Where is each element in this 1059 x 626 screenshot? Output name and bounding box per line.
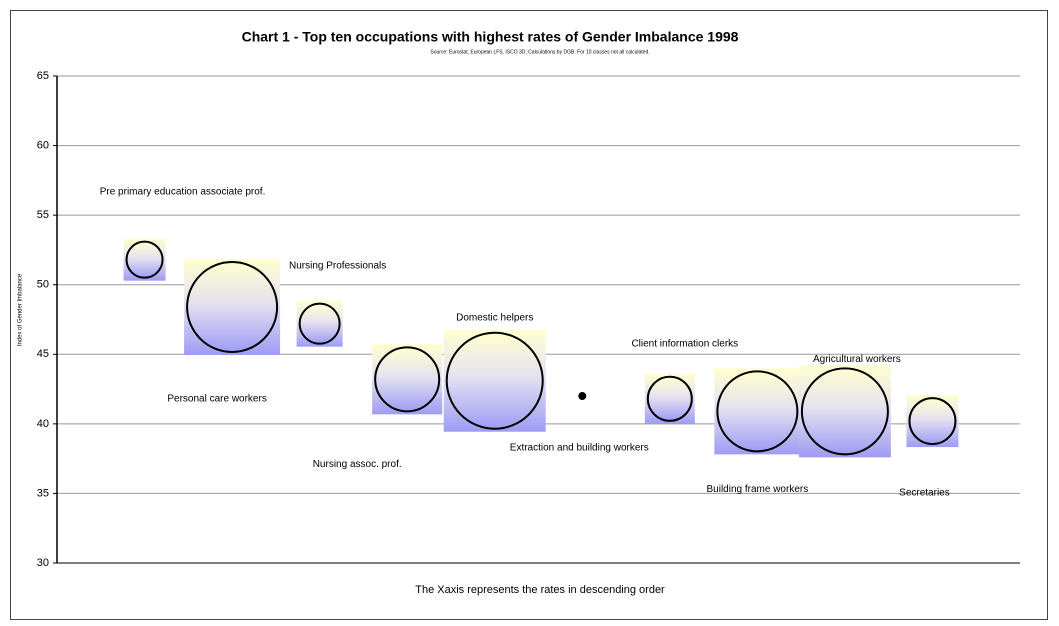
chart-frame [10,10,1048,620]
bubble-label: Agricultural workers [813,354,901,365]
bubble [298,302,341,345]
bubble-label: Personal care workers [167,394,266,405]
y-tick-label: 30 [37,557,49,569]
bubble [578,392,587,401]
y-tick-label: 55 [37,209,49,221]
y-tick-label: 65 [37,70,49,82]
bubble-label: Secretaries [899,488,950,499]
bubble [374,346,441,413]
bubble [800,367,889,456]
y-tick-label: 45 [37,348,49,360]
bubble-label: Pre primary education associate prof. [100,186,266,197]
bubble [445,331,544,430]
bubble [716,370,799,453]
chart-title: Chart 1 - Top ten occupations with highe… [242,29,739,45]
y-tick-label: 40 [37,418,49,430]
bubble-label: Domestic helpers [456,312,533,323]
bubble [908,397,957,446]
y-tick-label: 60 [37,139,49,151]
bubble [125,240,164,279]
bubble-label: Extraction and building workers [510,443,649,454]
bubble-label: Client information clerks [631,338,738,349]
bubble [646,375,693,422]
bubble [186,260,279,353]
bubble-label: Building frame workers [707,484,809,495]
bubble-label: Nursing assoc. prof. [313,459,402,470]
x-axis-title: The Xaxis represents the rates in descen… [415,584,665,596]
chart-subtitle: Source: Eurostat, European LFS, ISCO 3D;… [430,49,649,55]
y-axis-title: Index of Gender Imbalance [18,273,24,346]
y-tick-label: 50 [37,279,49,291]
y-tick-label: 35 [37,487,49,499]
bubble-label: Nursing Professionals [289,260,386,271]
